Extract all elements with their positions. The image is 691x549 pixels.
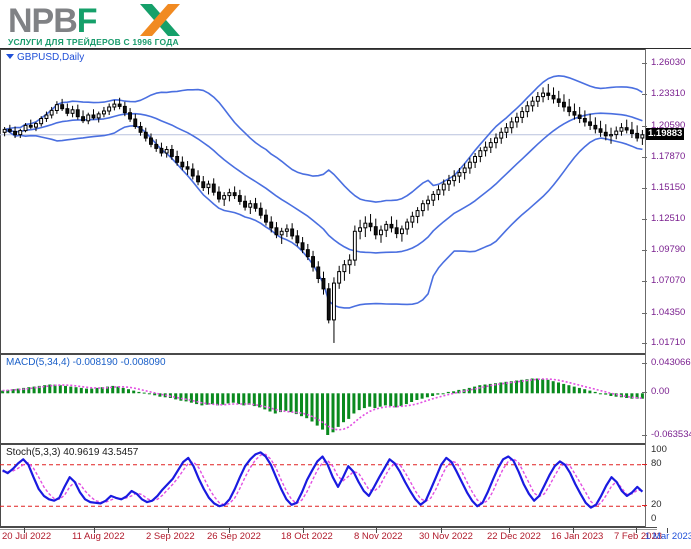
stoch-scale-label: 0 (651, 513, 657, 524)
time-scale-label: 26 Sep 2022 (207, 531, 261, 542)
price-scale-label: 1.07070 (651, 275, 686, 287)
macd-scale-label: 0.00 (651, 386, 670, 398)
time-scale-label: 8 Nov 2022 (354, 531, 403, 542)
macd-scale-tick (642, 434, 647, 436)
time-scale-label: 18 Oct 2022 (281, 531, 333, 542)
time-scale-label: 22 Dec 2022 (487, 531, 541, 542)
time-scale-label: 16 Jan 2023 (551, 531, 604, 542)
stoch-level-tick (642, 505, 647, 507)
price-scale-tick (642, 63, 647, 64)
panel-left-border (0, 50, 1, 353)
time-axis-line-secondary (0, 529, 657, 530)
price-scale-tick (642, 125, 647, 127)
stoch-scale-label: 80 (651, 457, 662, 469)
macd-plot (1, 378, 644, 435)
time-scale-label: 30 Nov 2022 (419, 531, 473, 542)
price-scale-tick (642, 342, 647, 344)
macd-scale-label: -0.063534 (651, 428, 691, 440)
macd-scale-label: 0.043066 (651, 357, 691, 369)
logo-tagline: УСЛУГИ ДЛЯ ТРЕЙДЕРОВ С 1996 ГОДА (8, 37, 179, 47)
time-scale-tick (667, 528, 668, 533)
current-price-tag: 1.19883 (646, 127, 685, 140)
price-scale-tick (642, 94, 647, 96)
time-scale-tick (573, 528, 574, 533)
macd-panel[interactable]: MACD(5,34,4) -0.008190 -0.008090 (0, 354, 645, 444)
chart-area[interactable]: GBPUSD,Daily MACD(5,34,4) -0.008190 -0.0… (0, 48, 691, 549)
panel-left-border (0, 445, 1, 526)
time-scale-tick (24, 528, 25, 533)
price-scale-label: 1.23310 (651, 88, 686, 100)
time-scale-label: 1 Mar 2023 (645, 531, 691, 542)
price-scale-label: 1.09790 (651, 243, 686, 255)
time-scale-label: 20 Jul 2022 (2, 531, 52, 542)
triangle-down-icon[interactable] (6, 54, 14, 59)
time-scale-label: 2 Sep 2022 (146, 531, 195, 542)
stoch-level-tick (642, 463, 647, 465)
price-scale-tick (642, 281, 647, 283)
logo: NPBF УСЛУГИ ДЛЯ ТРЕЙДЕРОВ С 1996 ГОДА (8, 4, 179, 47)
macd-scale-tick (642, 363, 647, 365)
panel-left-border (0, 355, 1, 443)
price-scale-tick (642, 312, 647, 314)
brand-header: NPBF УСЛУГИ ДЛЯ ТРЕЙДЕРОВ С 1996 ГОДА (0, 0, 691, 48)
macd-panel-label: MACD(5,34,4) -0.008190 -0.008090 (5, 357, 167, 368)
price-scale-tick (642, 249, 647, 251)
time-scale-label: 11 Aug 2022 (72, 531, 125, 542)
time-scale-tick (441, 528, 442, 533)
price-scale-tick (642, 218, 647, 220)
stochastic-plot (0, 451, 645, 509)
logo-x-mark-icon (140, 4, 180, 36)
price-panel-label: GBPUSD,Daily (5, 52, 86, 63)
macd-scale-tick (642, 392, 647, 394)
logo-npb-text: NPB (8, 2, 78, 40)
time-scale-tick (303, 528, 304, 533)
price-scale-label: 1.17870 (651, 150, 686, 162)
time-scale-label: 7 Feb 2023 (614, 531, 663, 542)
price-scale-label: 1.26030 (651, 57, 686, 68)
price-scale-tick (642, 156, 647, 158)
time-axis-line (0, 527, 657, 528)
price-scale-label: 1.20590 (651, 119, 686, 131)
stoch-panel-label: Stoch(5,3,3) 40.9619 43.5457 (5, 447, 140, 458)
price-scale-label: 1.15150 (651, 182, 686, 194)
logo-f-text: F (76, 2, 98, 40)
time-scale-tick (376, 528, 377, 533)
stoch-scale-label: 100 (651, 444, 667, 455)
price-scale-axis[interactable] (645, 49, 646, 527)
price-scale-label: 1.01710 (651, 336, 686, 348)
time-scale-tick (168, 528, 169, 533)
price-scale-label: 1.12510 (651, 212, 686, 224)
stochastic-panel[interactable]: Stoch(5,3,3) 40.9619 43.5457 (0, 444, 645, 527)
price-panel[interactable]: GBPUSD,Daily (0, 49, 645, 354)
price-plot (0, 75, 645, 343)
time-scale-axis[interactable] (0, 527, 691, 533)
time-scale-tick (94, 528, 95, 533)
price-scale-label: 1.04350 (651, 306, 686, 318)
time-scale-tick (636, 528, 637, 533)
logo-wordmark: NPBF (8, 4, 179, 38)
time-scale-tick (229, 528, 230, 533)
symbol-timeframe-text: GBPUSD,Daily (17, 52, 85, 63)
stoch-scale-label: 20 (651, 499, 662, 511)
time-scale-tick (509, 528, 510, 533)
price-scale-tick (642, 188, 647, 190)
